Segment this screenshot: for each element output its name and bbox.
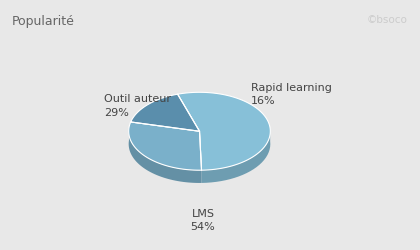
Polygon shape (178, 92, 270, 170)
Text: LMS
54%: LMS 54% (191, 209, 215, 232)
Polygon shape (129, 128, 202, 183)
Polygon shape (129, 122, 202, 170)
Text: ©bsoco: ©bsoco (367, 15, 408, 25)
Text: Popularité: Popularité (12, 15, 75, 28)
Text: Outil auteur
29%: Outil auteur 29% (104, 94, 171, 118)
Polygon shape (131, 94, 200, 131)
Text: Rapid learning
16%: Rapid learning 16% (250, 83, 331, 106)
Polygon shape (202, 129, 270, 183)
